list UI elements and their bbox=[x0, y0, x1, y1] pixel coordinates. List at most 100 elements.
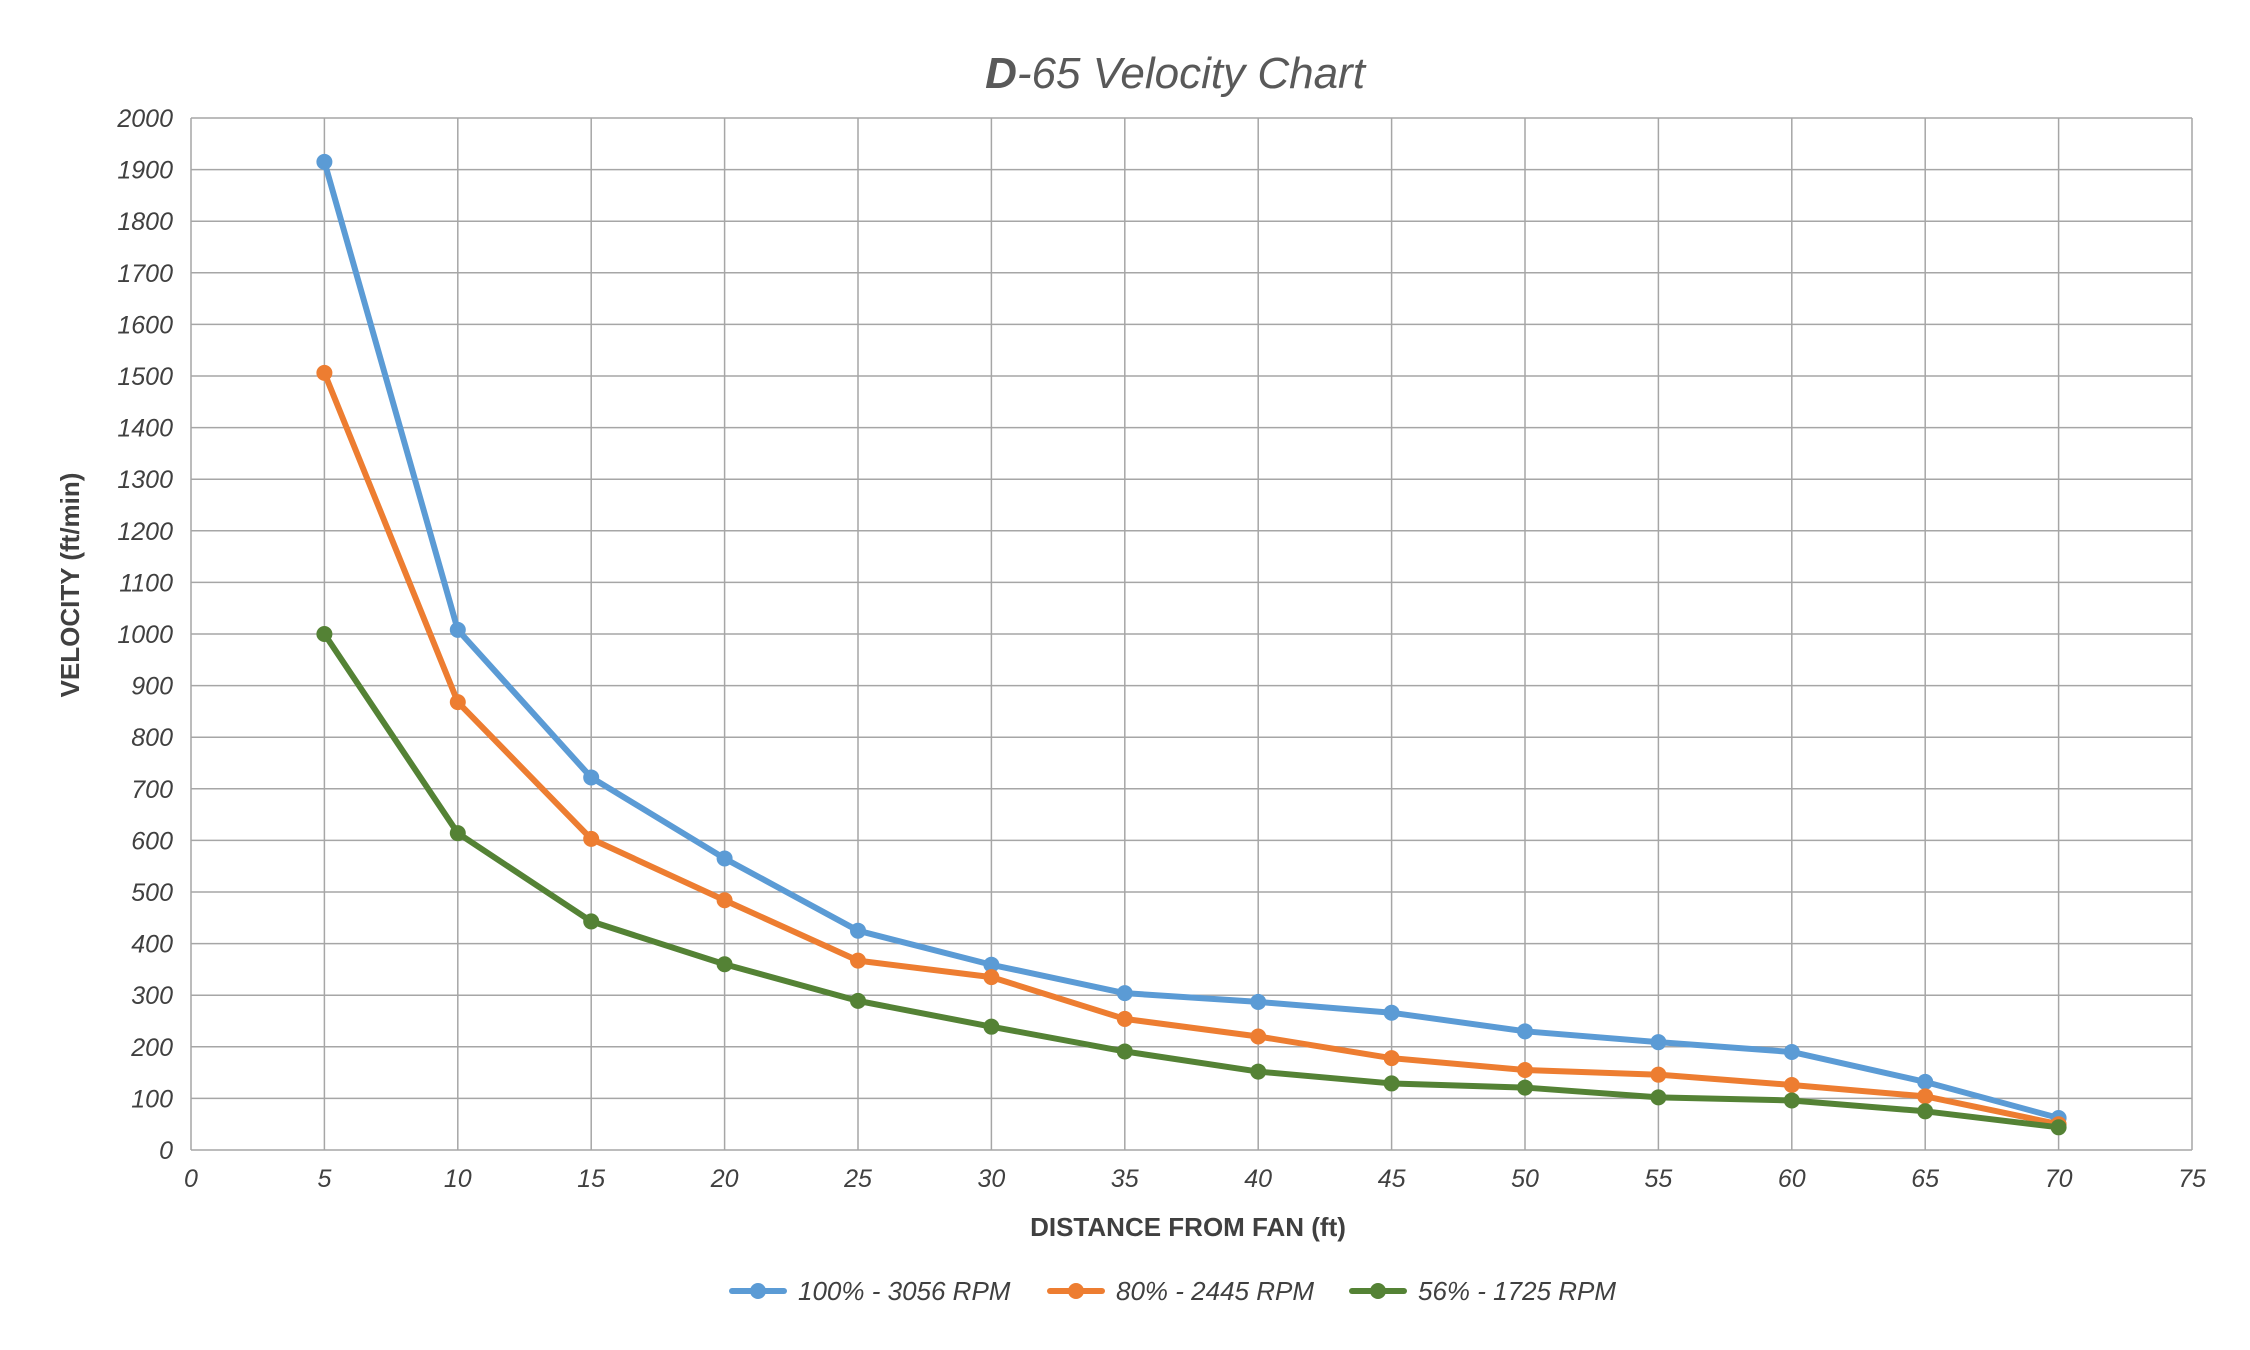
legend: 100% - 3056 RPM 80% - 2445 RPM 56% - 1725 … bbox=[729, 1276, 1616, 1306]
data-point bbox=[716, 956, 733, 973]
x-tick-label: 65 bbox=[1911, 1165, 1939, 1193]
data-point bbox=[850, 952, 866, 969]
legend-item: 56% - 1725 RPM bbox=[1349, 1276, 1616, 1306]
gridlines bbox=[190, 117, 2193, 1151]
data-point bbox=[449, 694, 466, 711]
data-point bbox=[983, 969, 1000, 986]
data-point bbox=[850, 922, 866, 939]
data-series bbox=[316, 153, 2067, 1136]
legend-swatch-marker bbox=[1370, 1283, 1386, 1299]
x-tick-label: 0 bbox=[184, 1165, 198, 1193]
data-point bbox=[1917, 1088, 1934, 1105]
legend-label: 56% - 1725 RPM bbox=[1418, 1276, 1616, 1306]
legend-swatch-marker bbox=[750, 1283, 766, 1299]
chart-title-prefix: D bbox=[985, 49, 1017, 98]
x-tick-label: 50 bbox=[1511, 1165, 1539, 1193]
y-tick-label: 800 bbox=[131, 724, 173, 752]
data-point bbox=[1250, 993, 1267, 1010]
x-tick-label: 60 bbox=[1778, 1165, 1806, 1193]
y-tick-label: 1000 bbox=[117, 621, 173, 649]
y-tick-label: 300 bbox=[131, 982, 173, 1010]
y-tick-label: 600 bbox=[131, 827, 173, 855]
legend-label: 80% - 2445 RPM bbox=[1116, 1276, 1314, 1306]
x-tick-label: 25 bbox=[843, 1165, 872, 1193]
data-point bbox=[716, 850, 733, 867]
data-point bbox=[583, 913, 600, 930]
y-tick-label: 1200 bbox=[117, 518, 173, 546]
x-tick-label: 70 bbox=[2045, 1165, 2073, 1193]
data-point bbox=[316, 364, 333, 381]
legend-label: 100% - 3056 RPM bbox=[798, 1276, 1011, 1306]
y-tick-label: 0 bbox=[159, 1137, 173, 1165]
y-tick-label: 400 bbox=[131, 931, 173, 959]
y-tick-label: 900 bbox=[131, 673, 173, 701]
x-tick-labels: 0 5 10 15 20 25 30 35 40 45 50 55 60 65 70 75 bbox=[184, 1165, 2206, 1193]
data-point bbox=[983, 956, 1000, 973]
data-point bbox=[1116, 985, 1133, 1002]
series-2 bbox=[316, 364, 2067, 1133]
x-axis-label: DISTANCE FROM FAN (ft) bbox=[1030, 1212, 1346, 1242]
y-tick-label: 1400 bbox=[117, 415, 173, 443]
data-point bbox=[1383, 1004, 1400, 1021]
data-point bbox=[316, 153, 333, 170]
y-tick-label: 2000 bbox=[116, 105, 173, 133]
data-point bbox=[1116, 1043, 1133, 1060]
x-tick-label: 55 bbox=[1644, 1165, 1672, 1193]
chart-title: D-65 Velocity Chart bbox=[985, 49, 1367, 98]
data-point bbox=[1783, 1092, 1800, 1109]
y-tick-label: 200 bbox=[130, 1034, 173, 1062]
data-point bbox=[1517, 1079, 1533, 1096]
data-point bbox=[716, 892, 733, 909]
y-tick-label: 100 bbox=[131, 1085, 173, 1113]
y-axis-label: VELOCITY (ft/min) bbox=[55, 473, 85, 698]
y-tick-label: 1300 bbox=[117, 466, 173, 494]
data-point bbox=[316, 626, 333, 642]
data-point bbox=[1650, 1066, 1667, 1083]
data-point bbox=[449, 825, 466, 842]
y-tick-label: 1500 bbox=[117, 363, 173, 391]
data-point bbox=[1517, 1023, 1533, 1040]
data-point bbox=[449, 621, 466, 638]
data-point bbox=[1783, 1076, 1800, 1093]
series-line bbox=[321, 369, 2062, 1128]
data-point bbox=[583, 769, 600, 786]
data-point bbox=[1783, 1043, 1800, 1060]
data-point bbox=[983, 1018, 1000, 1035]
legend-item: 100% - 3056 RPM bbox=[729, 1276, 1011, 1306]
series-line bbox=[321, 158, 2062, 1122]
x-tick-label: 40 bbox=[1244, 1165, 1272, 1193]
y-tick-label: 1100 bbox=[119, 569, 173, 597]
data-point bbox=[1917, 1073, 1934, 1090]
y-tick-label: 1800 bbox=[117, 208, 173, 236]
data-point bbox=[1383, 1075, 1400, 1092]
data-point bbox=[1517, 1062, 1533, 1079]
series-line bbox=[321, 631, 2062, 1131]
data-point bbox=[1250, 1063, 1267, 1080]
x-tick-label: 45 bbox=[1378, 1165, 1406, 1193]
x-tick-label: 75 bbox=[2178, 1165, 2206, 1193]
data-point bbox=[1917, 1103, 1934, 1120]
legend-item: 80% - 2445 RPM bbox=[1047, 1276, 1314, 1306]
data-point bbox=[1250, 1028, 1267, 1045]
y-tick-label: 1700 bbox=[117, 260, 173, 288]
series-3 bbox=[316, 626, 2067, 1136]
series-1 bbox=[316, 153, 2067, 1127]
data-point bbox=[1650, 1089, 1667, 1106]
data-point bbox=[2050, 1119, 2067, 1136]
legend-swatch-marker bbox=[1068, 1283, 1084, 1299]
y-tick-labels: 0 100 200 300 400 500 600 700 800 900 1000 1100 1200… bbox=[116, 105, 173, 1165]
chart-title-rest: -65 Velocity Chart bbox=[1017, 49, 1367, 98]
x-tick-label: 15 bbox=[577, 1165, 605, 1193]
x-tick-label: 5 bbox=[317, 1165, 331, 1193]
data-point bbox=[1116, 1010, 1133, 1027]
x-tick-label: 10 bbox=[444, 1165, 472, 1193]
x-tick-label: 30 bbox=[977, 1165, 1005, 1193]
y-tick-label: 700 bbox=[131, 776, 173, 804]
y-tick-label: 500 bbox=[131, 879, 173, 907]
x-tick-label: 20 bbox=[710, 1165, 739, 1193]
data-point bbox=[1383, 1050, 1400, 1067]
x-tick-label: 35 bbox=[1111, 1165, 1139, 1193]
data-point bbox=[1650, 1034, 1667, 1051]
data-point bbox=[850, 992, 866, 1009]
